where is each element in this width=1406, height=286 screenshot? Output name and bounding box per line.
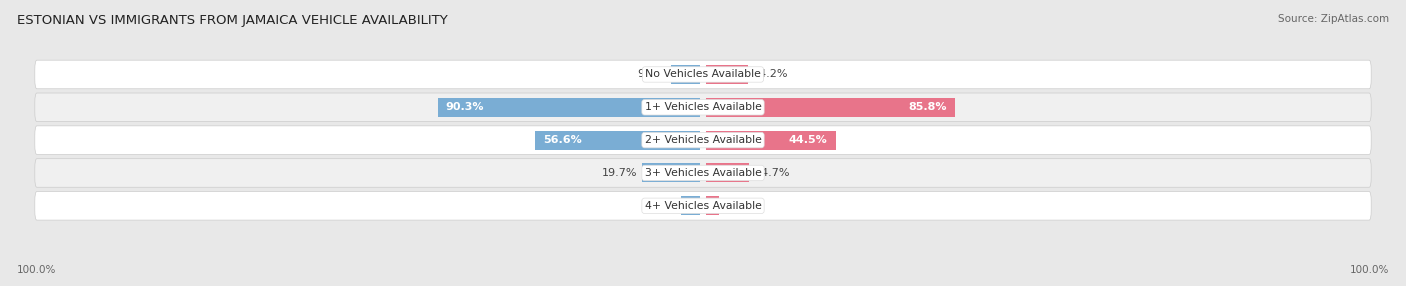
Text: 4.4%: 4.4% (724, 201, 754, 211)
Text: No Vehicles Available: No Vehicles Available (645, 69, 761, 80)
Text: 9.8%: 9.8% (637, 69, 666, 80)
Text: 4+ Vehicles Available: 4+ Vehicles Available (644, 201, 762, 211)
Text: 14.7%: 14.7% (755, 168, 790, 178)
FancyBboxPatch shape (35, 159, 1371, 187)
Bar (643, 164, 700, 182)
FancyBboxPatch shape (35, 192, 1371, 220)
Bar (706, 131, 835, 150)
Bar (536, 131, 700, 150)
FancyBboxPatch shape (35, 126, 1371, 154)
Bar (437, 98, 700, 117)
Bar (671, 65, 700, 84)
Text: 14.2%: 14.2% (754, 69, 789, 80)
Text: ESTONIAN VS IMMIGRANTS FROM JAMAICA VEHICLE AVAILABILITY: ESTONIAN VS IMMIGRANTS FROM JAMAICA VEHI… (17, 14, 447, 27)
Bar (706, 164, 749, 182)
Bar (706, 65, 748, 84)
Text: 19.7%: 19.7% (602, 168, 637, 178)
FancyBboxPatch shape (35, 60, 1371, 89)
Text: Source: ZipAtlas.com: Source: ZipAtlas.com (1278, 14, 1389, 24)
Text: 100.0%: 100.0% (17, 265, 56, 275)
Text: 100.0%: 100.0% (1350, 265, 1389, 275)
Text: 1+ Vehicles Available: 1+ Vehicles Available (644, 102, 762, 112)
Text: 6.4%: 6.4% (647, 201, 676, 211)
Text: 3+ Vehicles Available: 3+ Vehicles Available (644, 168, 762, 178)
Text: 85.8%: 85.8% (908, 102, 948, 112)
Text: 56.6%: 56.6% (544, 135, 582, 145)
Bar (681, 196, 700, 215)
Text: 2+ Vehicles Available: 2+ Vehicles Available (644, 135, 762, 145)
Text: 44.5%: 44.5% (789, 135, 827, 145)
Bar (706, 98, 955, 117)
Text: 90.3%: 90.3% (446, 102, 484, 112)
FancyBboxPatch shape (35, 93, 1371, 122)
Bar (706, 196, 718, 215)
